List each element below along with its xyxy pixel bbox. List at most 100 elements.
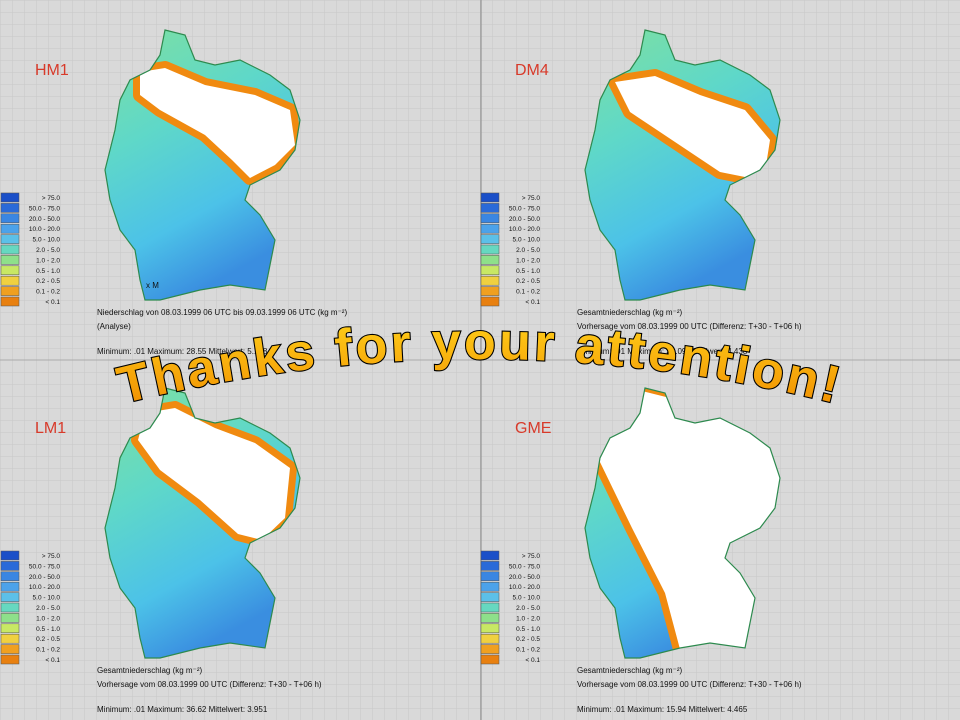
legend-swatch — [0, 602, 20, 613]
legend-label: 0.1 - 0.2 — [516, 647, 540, 654]
legend-swatch — [0, 265, 20, 276]
legend-label: 0.5 - 1.0 — [36, 626, 60, 633]
legend-swatch — [0, 234, 20, 244]
panel-label: LM1 — [35, 420, 66, 437]
legend-swatch — [480, 255, 500, 265]
legend-swatch — [480, 286, 500, 296]
stats: Minimum: .01 Maximum: 15.94 Mittelwert: … — [577, 705, 748, 714]
map-marker: x M — [146, 281, 159, 290]
legend-label: 5.0 - 10.0 — [33, 237, 61, 244]
legend-swatch — [0, 255, 20, 265]
legend-label: 0.1 - 0.2 — [36, 289, 60, 296]
stats: Minimum: .01 Maximum: 36.62 Mittelwert: … — [97, 705, 268, 714]
legend-label: 5.0 - 10.0 — [33, 595, 61, 602]
legend-swatch — [0, 644, 20, 654]
legend-swatch — [0, 286, 20, 296]
caption: (Analyse) — [97, 322, 131, 331]
caption: Vorhersage vom 08.03.1999 00 UTC (Differ… — [577, 680, 802, 689]
legend-label: > 75.0 — [42, 553, 61, 560]
dry-area — [138, 408, 290, 540]
map-overlay — [591, 388, 780, 658]
legend-swatch — [480, 234, 500, 244]
legend-label: 2.0 - 5.0 — [516, 247, 540, 254]
legend-label: 5.0 - 10.0 — [513, 237, 541, 244]
legend-swatch — [0, 192, 20, 203]
legend-swatch — [480, 571, 500, 582]
legend-label: 10.0 - 20.0 — [509, 226, 540, 233]
legend-swatch — [0, 275, 20, 286]
legend-swatch — [480, 550, 500, 561]
legend-label: 0.2 - 0.5 — [36, 636, 60, 643]
caption: Vorhersage vom 08.03.1999 00 UTC (Differ… — [577, 322, 802, 331]
legend-swatch — [480, 223, 500, 234]
map-overlay — [131, 401, 297, 547]
legend-swatch — [0, 550, 20, 561]
legend-label: > 75.0 — [522, 195, 541, 202]
legend-swatch — [0, 592, 20, 602]
map-overlay — [133, 61, 300, 185]
legend-swatch — [0, 623, 20, 634]
legend-swatch — [0, 581, 20, 592]
legend-swatch — [480, 561, 500, 571]
legend-label: < 0.1 — [525, 657, 540, 664]
legend-label: 20.0 - 50.0 — [29, 574, 60, 581]
legend-swatch — [0, 223, 20, 234]
legend-label: 0.5 - 1.0 — [516, 268, 540, 275]
panel-label: DM4 — [515, 62, 549, 79]
legend-label: 0.5 - 1.0 — [36, 268, 60, 275]
legend-label: 0.1 - 0.2 — [516, 289, 540, 296]
legend-label: 50.0 - 75.0 — [509, 205, 540, 212]
legend-label: 20.0 - 50.0 — [509, 216, 540, 223]
legend-swatch — [0, 244, 20, 255]
panel-label: GME — [515, 420, 551, 437]
legend-label: 0.2 - 0.5 — [516, 278, 540, 285]
legend-label: 20.0 - 50.0 — [29, 216, 60, 223]
legend-swatch — [480, 213, 500, 224]
caption: Gesamtniederschlag (kg m⁻²) — [97, 666, 202, 675]
legend-label: 5.0 - 10.0 — [513, 595, 541, 602]
legend-label: 2.0 - 5.0 — [36, 605, 60, 612]
legend-swatch — [0, 213, 20, 224]
legend-swatch — [480, 644, 500, 654]
panel-label: HM1 — [35, 62, 69, 79]
legend-label: 1.0 - 2.0 — [516, 615, 540, 622]
legend-label: < 0.1 — [525, 299, 540, 306]
legend-swatch — [480, 623, 500, 634]
panel: LM1 > 75.0 50.0 - 75.0 20.0 - 50.0 10.0 - 20… — [0, 387, 322, 714]
legend-label: 0.1 - 0.2 — [36, 647, 60, 654]
legend-swatch — [0, 203, 20, 213]
legend-label: 10.0 - 20.0 — [29, 584, 60, 591]
legend-label: < 0.1 — [45, 657, 60, 664]
legend-swatch — [480, 203, 500, 213]
legend-label: 1.0 - 2.0 — [36, 615, 60, 622]
legend-label: 2.0 - 5.0 — [516, 605, 540, 612]
legend-swatch — [0, 613, 20, 623]
dry-area — [598, 388, 780, 658]
legend-swatch — [480, 244, 500, 255]
legend-label: 50.0 - 75.0 — [29, 205, 60, 212]
legend-label: > 75.0 — [42, 195, 61, 202]
legend-swatch — [480, 602, 500, 613]
legend-label: 1.0 - 2.0 — [36, 257, 60, 264]
stats: Minimum: .01 Maximum: 38.09 Mittelwert: … — [577, 347, 748, 356]
legend-swatch — [480, 192, 500, 203]
legend-swatch — [0, 633, 20, 644]
caption: Gesamtniederschlag (kg m⁻²) — [577, 308, 682, 317]
legend-label: 0.2 - 0.5 — [516, 636, 540, 643]
dry-area — [615, 76, 770, 178]
stats: Minimum: .01 Maximum: 28.55 Mittelwert: … — [97, 347, 268, 356]
legend-label: 0.2 - 0.5 — [36, 278, 60, 285]
legend-swatch — [0, 571, 20, 582]
legend-swatch — [0, 296, 20, 307]
legend-swatch — [480, 654, 500, 665]
caption: Vorhersage vom 08.03.1999 00 UTC (Differ… — [97, 680, 322, 689]
legend-label: 50.0 - 75.0 — [29, 563, 60, 570]
panel: HM1 > 75.0 50.0 - 75.0 20.0 - 50.0 10.0 - 20… — [0, 29, 347, 356]
legend-label: 10.0 - 20.0 — [29, 226, 60, 233]
legend-swatch — [480, 296, 500, 307]
legend-swatch — [480, 592, 500, 602]
caption: Niederschlag von 08.03.1999 06 UTC bis 0… — [97, 308, 347, 317]
legend-label: 50.0 - 75.0 — [509, 563, 540, 570]
legend-swatch — [480, 613, 500, 623]
legend-swatch — [0, 561, 20, 571]
